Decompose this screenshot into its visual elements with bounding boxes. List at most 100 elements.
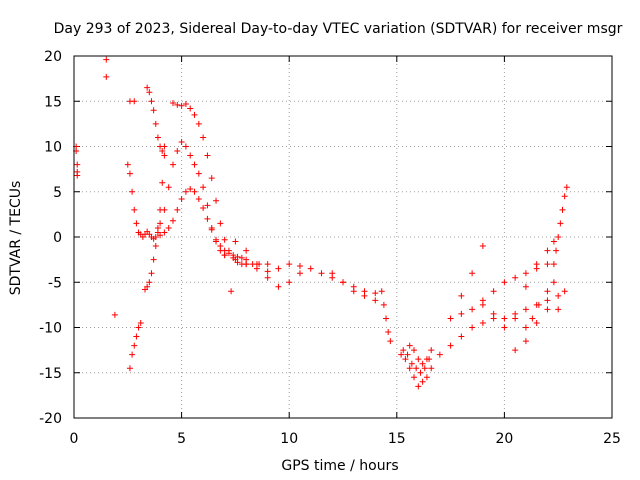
- data-point: [413, 365, 420, 372]
- data-point: [372, 290, 379, 297]
- data-point: [200, 205, 207, 212]
- data-point: [275, 265, 282, 272]
- data-point: [150, 107, 157, 114]
- data-point: [447, 342, 454, 349]
- x-tick-label: 20: [495, 431, 513, 447]
- data-point: [146, 279, 153, 286]
- data-point: [174, 101, 181, 108]
- data-point: [544, 297, 551, 304]
- data-point: [387, 338, 394, 345]
- data-point: [221, 252, 228, 259]
- data-point: [469, 270, 476, 277]
- y-tick-label: 5: [53, 185, 62, 201]
- data-point: [204, 215, 211, 222]
- data-point: [148, 270, 155, 277]
- data-point: [490, 288, 497, 295]
- data-point: [204, 152, 211, 159]
- data-point: [221, 236, 228, 243]
- data-point: [561, 288, 568, 295]
- data-point: [225, 247, 232, 254]
- data-point: [522, 338, 529, 345]
- data-point: [415, 383, 422, 390]
- data-point: [208, 226, 215, 233]
- data-point: [187, 186, 194, 193]
- series-track-n: [378, 288, 394, 345]
- data-point: [398, 351, 405, 358]
- x-tick-label: 15: [388, 431, 406, 447]
- data-point: [159, 148, 166, 155]
- data-point: [217, 243, 224, 250]
- series-track-b: [103, 56, 118, 318]
- data-point: [522, 270, 529, 277]
- data-point: [533, 261, 540, 268]
- series-track-e: [142, 143, 168, 293]
- data-point: [522, 283, 529, 290]
- x-tick-label: 25: [603, 431, 621, 447]
- data-point: [458, 333, 465, 340]
- data-point: [187, 105, 194, 112]
- data-point: [161, 152, 168, 159]
- data-point: [385, 329, 392, 336]
- data-point: [264, 274, 271, 281]
- data-point: [169, 217, 176, 224]
- data-point: [169, 100, 176, 107]
- data-point: [253, 261, 260, 268]
- series-track-k: [232, 238, 303, 290]
- data-point: [131, 342, 138, 349]
- data-point: [555, 234, 562, 240]
- data-point: [169, 161, 176, 168]
- x-tick-label: 5: [177, 431, 186, 447]
- data-point: [124, 161, 131, 168]
- data-point: [350, 288, 357, 295]
- data-point: [512, 315, 519, 322]
- data-point: [200, 134, 207, 141]
- plot-frame: [73, 55, 613, 419]
- data-point: [74, 161, 81, 168]
- data-point: [129, 188, 136, 195]
- data-point: [148, 98, 155, 105]
- data-point: [406, 342, 413, 349]
- data-point: [133, 220, 140, 227]
- data-point: [200, 184, 207, 191]
- data-point: [553, 247, 560, 254]
- data-point: [74, 172, 81, 179]
- data-point: [152, 234, 159, 240]
- data-point: [411, 347, 418, 354]
- data-point: [402, 356, 409, 363]
- data-point: [103, 73, 110, 80]
- data-point: [228, 288, 235, 295]
- data-point: [318, 270, 325, 277]
- data-point: [469, 306, 476, 313]
- data-point: [182, 100, 189, 107]
- data-point: [550, 261, 557, 268]
- y-tick-label: 20: [44, 49, 62, 65]
- data-point: [512, 347, 519, 354]
- data-point: [421, 365, 428, 372]
- data-point: [408, 360, 415, 367]
- data-point: [529, 315, 536, 322]
- data-point: [135, 324, 142, 331]
- data-point: [490, 310, 497, 317]
- data-point: [195, 195, 202, 202]
- data-point: [286, 279, 293, 286]
- data-point: [264, 261, 271, 268]
- data-point: [165, 224, 172, 231]
- series-track-s: [447, 243, 486, 322]
- series-track-x: [550, 184, 570, 268]
- y-tick-label: 0: [53, 230, 62, 246]
- series-track-t: [458, 301, 562, 354]
- y-tick-label: 10: [44, 140, 62, 156]
- data-point: [400, 347, 407, 354]
- data-point: [174, 148, 181, 155]
- data-point: [182, 143, 189, 150]
- data-point: [152, 120, 159, 127]
- data-point: [191, 188, 198, 195]
- data-point: [415, 356, 422, 363]
- data-point: [544, 288, 551, 295]
- data-point: [165, 184, 172, 191]
- series-track-w: [522, 279, 557, 331]
- data-point: [191, 161, 198, 168]
- data-point: [329, 270, 336, 277]
